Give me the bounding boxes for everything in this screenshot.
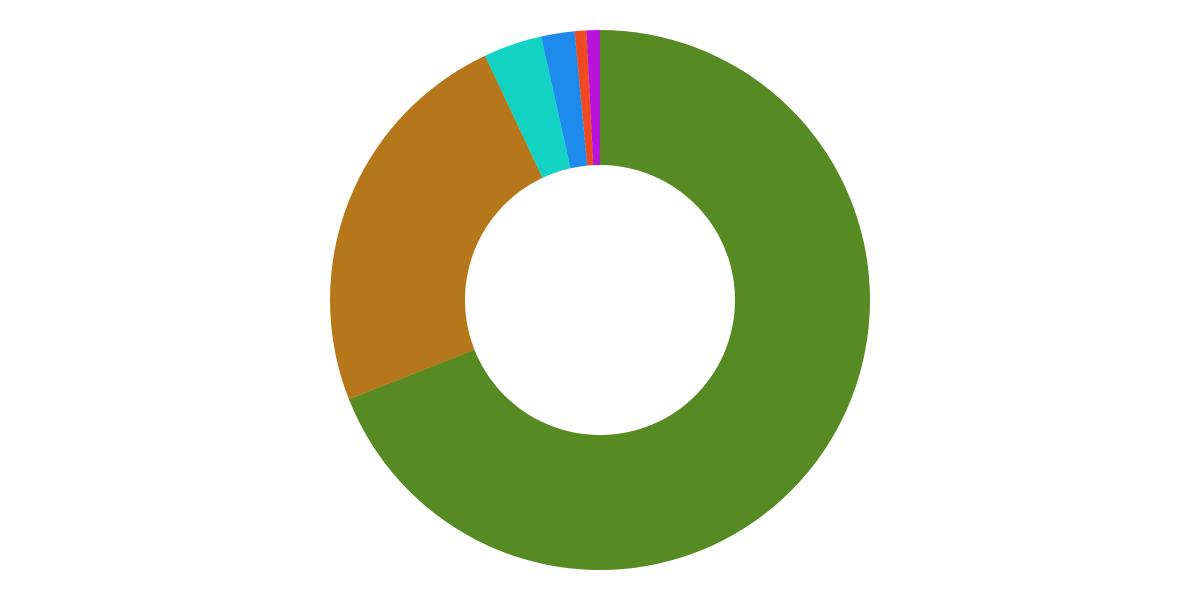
- donut-chart: [0, 0, 1200, 600]
- donut-chart-svg: [0, 0, 1200, 600]
